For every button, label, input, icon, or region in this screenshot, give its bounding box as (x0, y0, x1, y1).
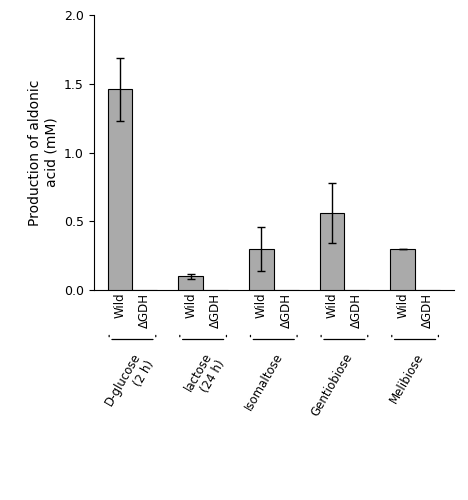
Bar (249, 249, 274, 290)
Text: D-glucose
(2 h): D-glucose (2 h) (103, 350, 157, 416)
Text: Melibiose: Melibiose (388, 350, 426, 405)
Text: lactose
(24 h): lactose (24 h) (182, 350, 227, 401)
Bar (320, 213, 344, 290)
Text: Gentiobiose: Gentiobiose (309, 350, 356, 418)
Y-axis label: Production of aldonic
acid (mM): Production of aldonic acid (mM) (28, 80, 58, 226)
Text: Isomaltose: Isomaltose (242, 350, 285, 412)
Bar (108, 89, 132, 290)
Bar (178, 276, 203, 290)
Bar (390, 249, 415, 290)
